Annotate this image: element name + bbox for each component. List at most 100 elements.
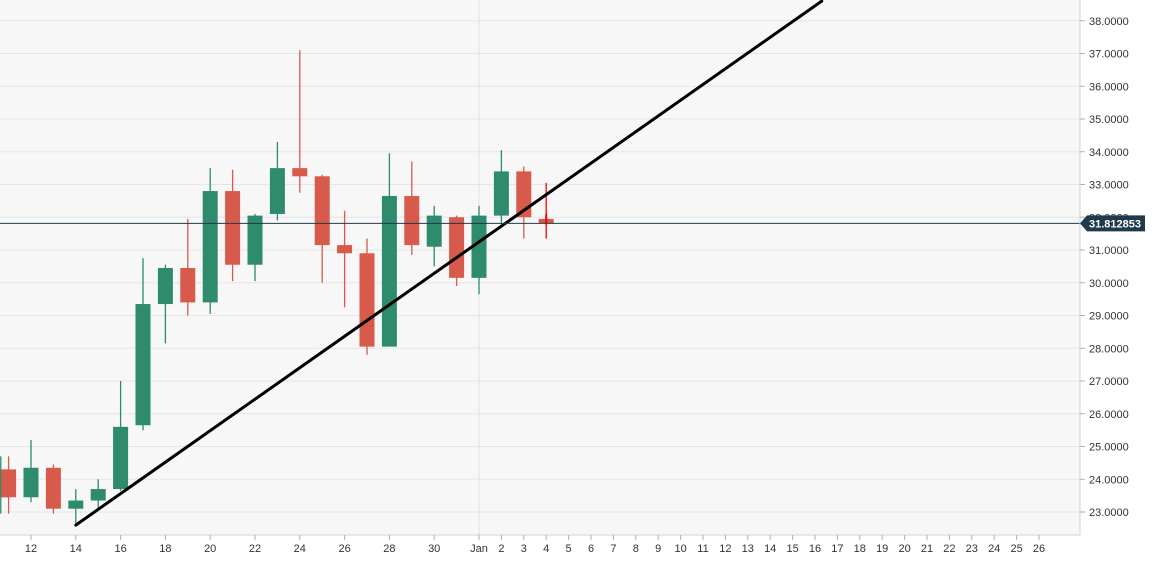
x-tick-label: 22 — [943, 543, 955, 555]
x-tick-label: Jan — [470, 543, 488, 555]
candle-body — [269, 168, 285, 214]
candle-up — [269, 141, 285, 221]
candle-up — [157, 264, 173, 344]
x-tick-label: 24 — [988, 543, 1000, 555]
candles — [0, 50, 554, 526]
candle-body — [292, 168, 308, 177]
candle-body — [202, 191, 218, 303]
x-tick-label: 11 — [697, 543, 708, 555]
y-tick-label: 38.0000 — [1089, 16, 1129, 28]
x-tick-label: 4 — [543, 543, 549, 555]
x-tick-label: 24 — [294, 543, 306, 555]
candle-body — [23, 467, 39, 498]
candle-down — [314, 174, 330, 283]
candle-down — [449, 215, 465, 287]
y-tick-label: 33.0000 — [1089, 180, 1129, 192]
candle-body — [247, 215, 263, 265]
x-tick-label: 8 — [633, 543, 639, 555]
trendline — [74, 0, 824, 527]
candle-body — [1, 469, 17, 498]
candle-up — [68, 489, 84, 526]
x-tick-label: 18 — [854, 543, 866, 555]
candle-body — [113, 426, 129, 490]
candle-body — [493, 171, 509, 216]
price-badge-shape — [1080, 215, 1145, 232]
candle-up — [493, 150, 509, 224]
x-tick-label: 7 — [610, 543, 616, 555]
candle-body — [471, 215, 487, 278]
x-tick-label: 3 — [521, 543, 527, 555]
candle-body — [314, 176, 330, 246]
x-tick-label: 6 — [588, 543, 594, 555]
candle-down — [225, 169, 241, 282]
candle-body — [516, 171, 532, 218]
candle-up — [202, 168, 218, 314]
x-tick-label: 14 — [764, 543, 776, 555]
candle-up — [247, 213, 263, 282]
candle-down — [180, 218, 196, 316]
candle-body — [68, 500, 84, 509]
y-tick-label: 37.0000 — [1089, 49, 1129, 61]
candle-body — [157, 268, 173, 305]
x-tick-label: 28 — [383, 543, 395, 555]
plot-background — [0, 0, 1080, 535]
grid-lines — [0, 20, 1080, 513]
candle-body — [45, 467, 61, 509]
y-tick-label: 26.0000 — [1089, 409, 1129, 421]
candle-up — [135, 258, 151, 431]
x-tick-label: 18 — [159, 543, 171, 555]
x-tick-label: 9 — [655, 543, 661, 555]
candle-body — [135, 304, 151, 426]
candle-up — [471, 205, 487, 295]
x-tick-label: 12 — [719, 543, 731, 555]
x-tick-label: 13 — [742, 543, 754, 555]
y-tick-label: 29.0000 — [1089, 311, 1129, 323]
x-tick-label: 26 — [338, 543, 350, 555]
candle-body — [337, 245, 353, 254]
y-tick-label: 35.0000 — [1089, 114, 1129, 126]
x-tick-label: 10 — [674, 543, 686, 555]
x-tick-label: 14 — [70, 543, 82, 555]
y-tick-label: 34.0000 — [1089, 147, 1129, 159]
x-tick-label: 25 — [1010, 543, 1022, 555]
candle-body — [426, 215, 442, 247]
price-badge-label: 31.812853 — [1089, 218, 1141, 230]
x-tick-label: 15 — [786, 543, 798, 555]
x-tick-label: 30 — [428, 543, 440, 555]
x-tick-label: 21 — [921, 543, 933, 555]
y-tick-label: 23.0000 — [1089, 507, 1129, 519]
x-tick-label: 12 — [25, 543, 37, 555]
candle-down — [404, 161, 420, 255]
candle-down — [516, 166, 532, 239]
x-tick-label: 2 — [498, 543, 504, 555]
x-tick-label: 19 — [876, 543, 888, 555]
candle-up — [113, 381, 129, 491]
candle-down — [45, 464, 61, 514]
y-tick-label: 36.0000 — [1089, 81, 1129, 93]
x-tick-label: 26 — [1033, 543, 1045, 555]
candle-down — [292, 50, 308, 193]
candle-down — [359, 238, 375, 355]
y-tick-label: 24.0000 — [1089, 474, 1129, 486]
y-tick-label: 25.0000 — [1089, 442, 1129, 454]
candle-down — [337, 210, 353, 308]
candle-body — [225, 191, 241, 265]
y-axis-panel — [1080, 0, 1153, 535]
candle-up — [90, 479, 106, 509]
x-tick-label: 22 — [249, 543, 261, 555]
candle-body — [449, 217, 465, 278]
candle-body — [381, 195, 397, 347]
candle-up — [23, 439, 39, 503]
x-tick-label: 20 — [898, 543, 910, 555]
candle-body — [404, 195, 420, 246]
candle-down — [538, 182, 554, 239]
x-tick-label: 20 — [204, 543, 216, 555]
candle-down — [1, 456, 17, 514]
candle-body — [359, 253, 375, 347]
x-tick-label: 23 — [966, 543, 978, 555]
candle-body — [180, 268, 196, 303]
y-tick-label: 31.0000 — [1089, 245, 1129, 257]
x-tick-label: 16 — [809, 543, 821, 555]
